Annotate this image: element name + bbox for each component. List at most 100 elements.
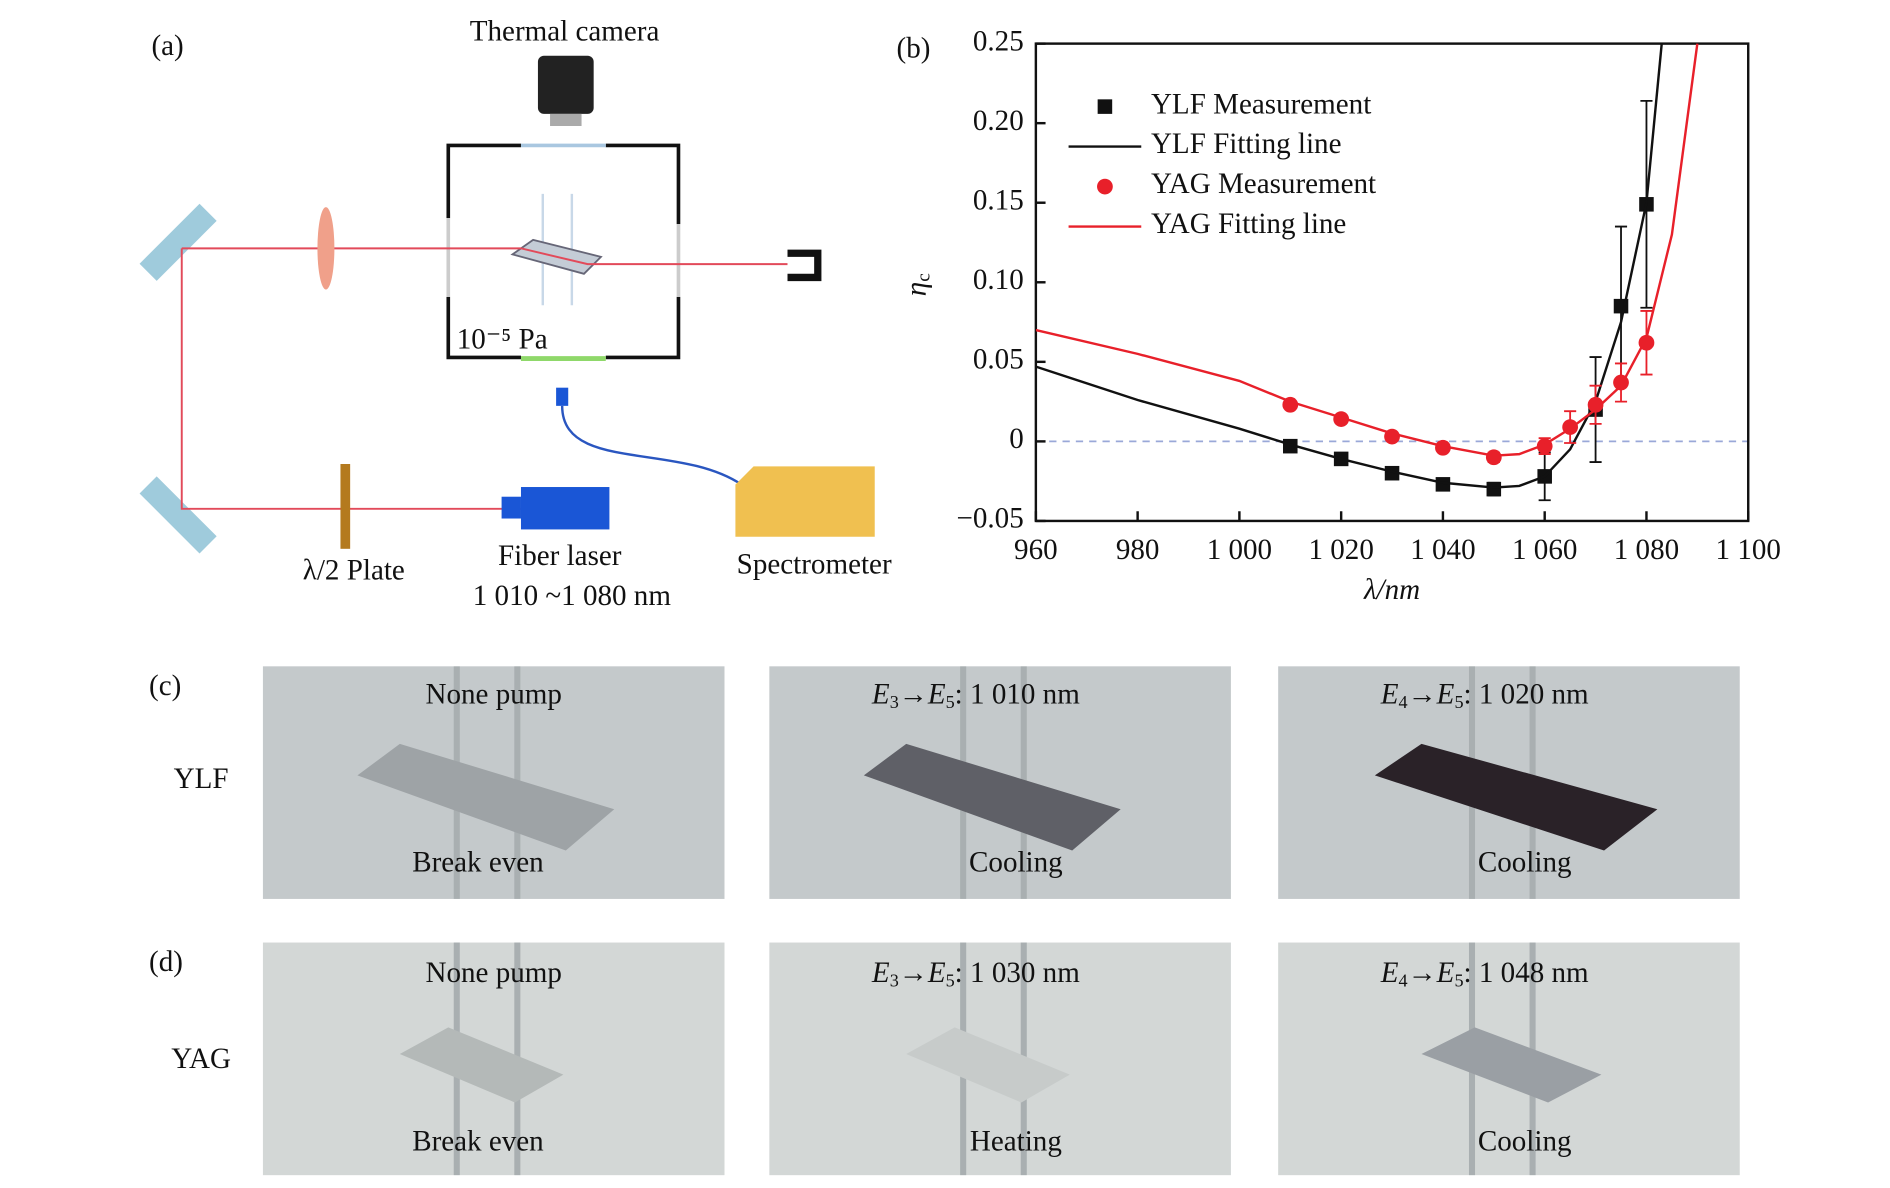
image-title-part: →E (899, 678, 946, 710)
sample (906, 1027, 1070, 1103)
y-axis-label: ηc (900, 273, 935, 296)
image-title-part: E (871, 957, 890, 989)
image-title: None pump (426, 957, 562, 989)
image-title-part: →E (899, 957, 946, 989)
fiber-coupler (556, 387, 569, 406)
y-tick-label: −0.05 (956, 503, 1023, 535)
mirror (139, 203, 217, 281)
image-caption: Break even (412, 1125, 544, 1157)
pressure-label: 10⁻⁵ Pa (457, 323, 548, 355)
y-tick-label: 0 (1009, 423, 1024, 455)
legend-marker (1097, 178, 1113, 195)
panel-label: (c) (149, 670, 181, 702)
sample (1374, 743, 1658, 851)
fit-line (1035, 43, 1663, 489)
lens (317, 207, 335, 290)
setup-diagram: (a) Thermal camera 10⁻⁵ Pa λ/2 Plate Fib… (139, 16, 892, 612)
panel-label: (d) (149, 946, 183, 978)
plot-area (1035, 43, 1699, 502)
image-title-part: : 1 030 nm (955, 957, 1081, 989)
panel-label: (a) (151, 30, 183, 62)
image-title-part: : 1 048 nm (1464, 957, 1590, 989)
image-title-subscript: 5 (1454, 692, 1463, 712)
plot-frame (1034, 42, 1750, 523)
sample (399, 1027, 564, 1103)
fiber-laser (501, 496, 521, 519)
material-label: YLF (174, 763, 229, 795)
legend-label: YLF Fitting line (1151, 128, 1342, 160)
image-title-subscript: 3 (890, 692, 899, 712)
x-tick-label: 1 020 (1308, 534, 1373, 566)
plate-label: λ/2 Plate (303, 555, 405, 587)
panel-label: (b) (897, 33, 931, 65)
legend-marker (1097, 99, 1113, 114)
legend-label: YAG Measurement (1151, 168, 1376, 200)
x-tick-label: 1 080 (1614, 534, 1679, 566)
spectrometer (735, 466, 875, 537)
image-title-subscript: 5 (946, 692, 955, 712)
fit-line (1035, 43, 1699, 457)
image-title-part: E (1380, 678, 1399, 710)
x-tick-label: 1 000 (1207, 534, 1272, 566)
image-title-part: E (1380, 957, 1399, 989)
image-title-part: : 1 010 nm (955, 678, 1081, 710)
data-point (1435, 477, 1451, 492)
sample (1421, 1027, 1602, 1103)
fiber (560, 405, 743, 486)
image-title-part: None pump (426, 957, 562, 989)
image-title: E4→E5: 1 020 nm (1380, 678, 1589, 712)
beam (180, 247, 788, 510)
image-title-subscript: 4 (1399, 692, 1408, 712)
x-tick-label: 1 040 (1410, 534, 1475, 566)
camera (537, 55, 594, 114)
camera-lens (550, 113, 582, 126)
spectrometer-label: Spectrometer (737, 549, 892, 581)
legend-label: YAG Fitting line (1151, 208, 1346, 240)
material-label: YAG (171, 1043, 231, 1075)
y-axis-subscript: c (914, 273, 935, 282)
data-point (1587, 396, 1604, 413)
legend-label: YLF Measurement (1151, 88, 1371, 120)
camera-label: Thermal camera (470, 16, 660, 48)
image-caption: Cooling (969, 847, 1063, 879)
vacuum-chamber (446, 143, 681, 360)
image-caption: Break even (412, 847, 544, 879)
image-title-subscript: 5 (1454, 971, 1463, 991)
image-title-part: None pump (426, 678, 562, 710)
x-tick-label: 980 (1116, 534, 1160, 566)
image-title-part: E (871, 678, 890, 710)
image-title-part: →E (1408, 678, 1455, 710)
y-axis-symbol: η (900, 282, 932, 296)
x-tick-label: 1 060 (1512, 534, 1577, 566)
data-point (1435, 439, 1451, 456)
image-title: E3→E5: 1 030 nm (871, 957, 1080, 991)
image-caption: Cooling (1478, 1125, 1572, 1157)
image-caption: Heating (970, 1125, 1062, 1157)
half-wave-plate (340, 464, 351, 549)
y-tick-label: 0.05 (973, 344, 1024, 376)
x-tick-label: 1 100 (1716, 534, 1781, 566)
y-tick-label: 0.10 (973, 264, 1024, 296)
laser-label: Fiber laser (498, 540, 622, 572)
image-caption: Cooling (1478, 847, 1572, 879)
y-tick-label: 0.25 (973, 25, 1024, 57)
image-title-subscript: 3 (890, 971, 899, 991)
y-tick-label: 0.20 (973, 105, 1024, 137)
sample (357, 743, 615, 851)
data-point (1485, 449, 1502, 466)
mirror (139, 476, 217, 554)
image-title-part: : 1 020 nm (1464, 678, 1590, 710)
y-tick-label: 0.15 (973, 184, 1024, 216)
image-title-part: →E (1408, 957, 1455, 989)
beam-dump (787, 249, 822, 282)
image-title-subscript: 5 (946, 971, 955, 991)
laser-range: 1 010 ~1 080 nm (473, 580, 672, 612)
image-title: E3→E5: 1 010 nm (871, 678, 1080, 712)
image-title-subscript: 4 (1399, 971, 1408, 991)
x-tick-label: 960 (1014, 534, 1058, 566)
x-axis-label: λ/nm (1363, 574, 1420, 606)
image-title: E4→E5: 1 048 nm (1380, 957, 1589, 991)
image-title: None pump (426, 678, 562, 710)
